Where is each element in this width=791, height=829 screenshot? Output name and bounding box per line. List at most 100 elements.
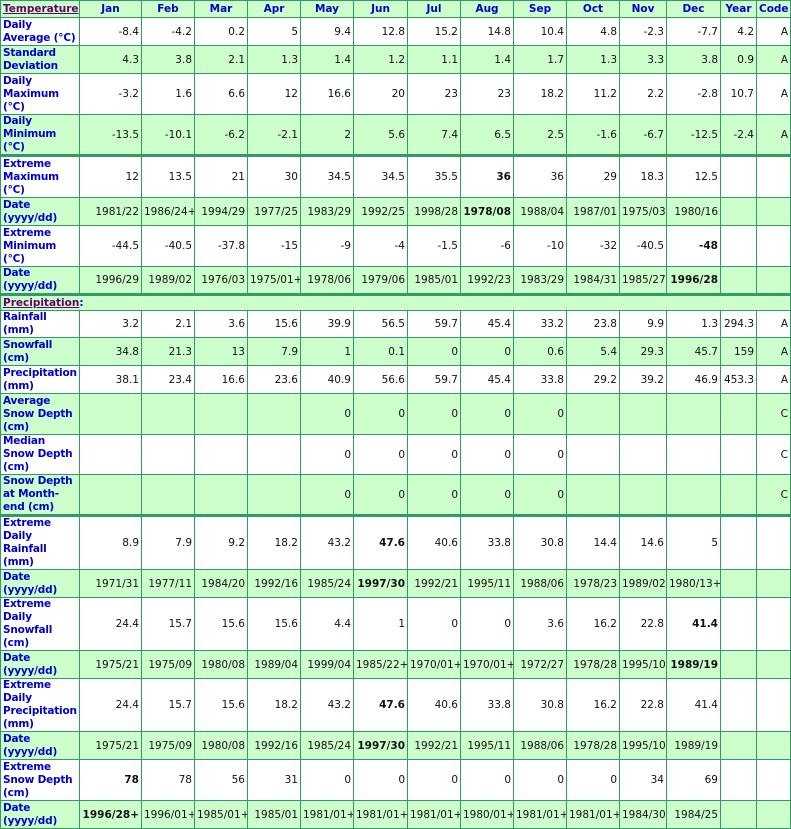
cell-value: 4.4 bbox=[334, 618, 351, 630]
value-cell: 0 bbox=[353, 474, 408, 516]
value-cell bbox=[720, 800, 757, 829]
cell-value: 453.3 bbox=[723, 373, 754, 386]
cell-value: -6 bbox=[500, 240, 511, 252]
value-cell: 1984/25 bbox=[666, 800, 721, 829]
cell-value: 33.8 bbox=[540, 373, 564, 386]
table-row: Extreme Minimum (°C) -44.5 -40.5 -37.8 -15 -9… bbox=[0, 225, 791, 267]
value-cell bbox=[619, 434, 667, 475]
value-cell: 1992/25 bbox=[353, 197, 408, 226]
cell-value: 1.4 bbox=[334, 53, 351, 66]
value-cell: 1996/28+ bbox=[79, 800, 142, 829]
table-row: Daily Minimum (°C) -13.5 -10.1 -6.2 -2.1 2 5.6… bbox=[0, 114, 791, 156]
value-cell: 13.5 bbox=[141, 154, 195, 198]
value-cell: 34.5 bbox=[300, 154, 354, 198]
value-cell: 1981/01+ bbox=[407, 800, 461, 829]
cell-value: 1989/02 bbox=[148, 274, 192, 286]
cell-value: 2.1 bbox=[175, 318, 192, 330]
value-cell: 1972/27 bbox=[513, 650, 567, 679]
cell-value: 59.7 bbox=[434, 318, 458, 330]
value-cell: 1983/29 bbox=[300, 197, 354, 226]
cell-value: 20 bbox=[391, 88, 405, 100]
value-cell: 1984/20 bbox=[194, 569, 248, 598]
value-cell: 1981/01+ bbox=[566, 800, 620, 829]
value-cell bbox=[566, 474, 620, 516]
cell-value: 16.6 bbox=[221, 373, 245, 386]
value-cell: 16.2 bbox=[566, 597, 620, 651]
cell-value: 0 bbox=[451, 488, 458, 501]
value-cell: -48 bbox=[666, 225, 721, 267]
value-cell: 1989/02 bbox=[619, 569, 667, 598]
cell-value: 1.6 bbox=[175, 88, 192, 100]
value-cell: 1 bbox=[353, 597, 408, 651]
cell-value: 2.2 bbox=[647, 88, 664, 100]
value-cell: 1.3 bbox=[666, 310, 721, 338]
value-cell: 7.9 bbox=[141, 514, 195, 570]
precipitation-link[interactable]: Precipitation bbox=[3, 297, 80, 310]
value-cell: 24.4 bbox=[79, 678, 142, 732]
cell-value: 29 bbox=[603, 171, 617, 183]
cell-value: 47.6 bbox=[379, 537, 405, 549]
value-cell: 22.8 bbox=[619, 597, 667, 651]
value-cell: -2.8 bbox=[666, 73, 721, 115]
temperature-link[interactable]: Temperature bbox=[3, 3, 79, 15]
cell-value: 1998/28 bbox=[414, 205, 458, 218]
table-row: Median Snow Depth (cm) 0 0 0 0 0 C bbox=[0, 434, 791, 475]
value-cell: 0 bbox=[300, 434, 354, 475]
value-cell: 10.4 bbox=[513, 17, 567, 46]
cell-value: 1992/16 bbox=[254, 577, 298, 590]
value-cell bbox=[666, 474, 721, 516]
cell-value: 8.9 bbox=[122, 537, 139, 549]
value-cell: 0 bbox=[460, 597, 514, 651]
value-cell: 3.6 bbox=[513, 597, 567, 651]
cell-value: 15.6 bbox=[274, 618, 298, 630]
cell-value: 35.5 bbox=[434, 171, 458, 183]
cell-value: 0 bbox=[344, 448, 351, 461]
cell-value: 1984/20 bbox=[201, 577, 245, 590]
value-cell: 1980/01+ bbox=[460, 800, 514, 829]
row-label: Date (yyyy/dd) bbox=[0, 266, 80, 295]
value-cell: 16.6 bbox=[194, 365, 248, 394]
value-cell: 1994/29 bbox=[194, 197, 248, 226]
value-cell bbox=[756, 650, 791, 679]
value-cell: 1996/01+ bbox=[141, 800, 195, 829]
cell-value: 0 bbox=[557, 448, 564, 461]
table-row: Date (yyyy/dd) 1981/22 1986/24+ 1994/29 1977… bbox=[0, 197, 791, 226]
value-cell: 1998/28 bbox=[407, 197, 461, 226]
cell-value: 34.8 bbox=[115, 345, 139, 358]
cell-value: 0 bbox=[557, 488, 564, 501]
value-cell bbox=[141, 393, 195, 435]
value-cell: 1977/11 bbox=[141, 569, 195, 598]
value-cell: 41.4 bbox=[666, 678, 721, 732]
value-cell bbox=[247, 474, 301, 516]
value-cell: 43.2 bbox=[300, 514, 354, 570]
value-cell: 0 bbox=[353, 434, 408, 475]
cell-value: 29.2 bbox=[593, 373, 617, 386]
value-cell: -2.3 bbox=[619, 17, 667, 46]
cell-value: 31 bbox=[284, 774, 298, 786]
cell-value: 1981/22 bbox=[95, 205, 139, 218]
value-cell: 46.9 bbox=[666, 365, 721, 394]
cell-value: 18.2 bbox=[274, 537, 298, 549]
value-cell: 13 bbox=[194, 337, 248, 366]
column-header-jun: Jun bbox=[353, 0, 408, 18]
row-label: Extreme Daily Snowfall (cm) bbox=[0, 597, 80, 651]
cell-value: 1997/30 bbox=[357, 577, 405, 590]
cell-value: 1972/27 bbox=[520, 658, 564, 671]
cell-value: 23 bbox=[497, 88, 511, 100]
cell-value: 1994/29 bbox=[201, 205, 245, 218]
value-cell: 0 bbox=[460, 393, 514, 435]
cell-value: 1.1 bbox=[441, 53, 458, 66]
cell-value: 30 bbox=[284, 171, 298, 183]
header-row: Temperature: JanFebMarAprMayJunJulAugSep… bbox=[0, 0, 791, 18]
table-row: Date (yyyy/dd) 1975/21 1975/09 1980/08 1992/… bbox=[0, 731, 791, 760]
cell-value: -1.5 bbox=[437, 240, 459, 252]
value-cell: -40.5 bbox=[619, 225, 667, 267]
value-cell: 15.7 bbox=[141, 597, 195, 651]
cell-value: 159 bbox=[733, 345, 754, 358]
column-header-aug: Aug bbox=[460, 0, 514, 18]
cell-value: 1985/22+ bbox=[356, 658, 408, 671]
cell-value: -44.5 bbox=[111, 240, 139, 252]
value-cell: 1984/31 bbox=[566, 266, 620, 295]
value-cell: 1983/29 bbox=[513, 266, 567, 295]
value-cell: 2.1 bbox=[194, 45, 248, 74]
